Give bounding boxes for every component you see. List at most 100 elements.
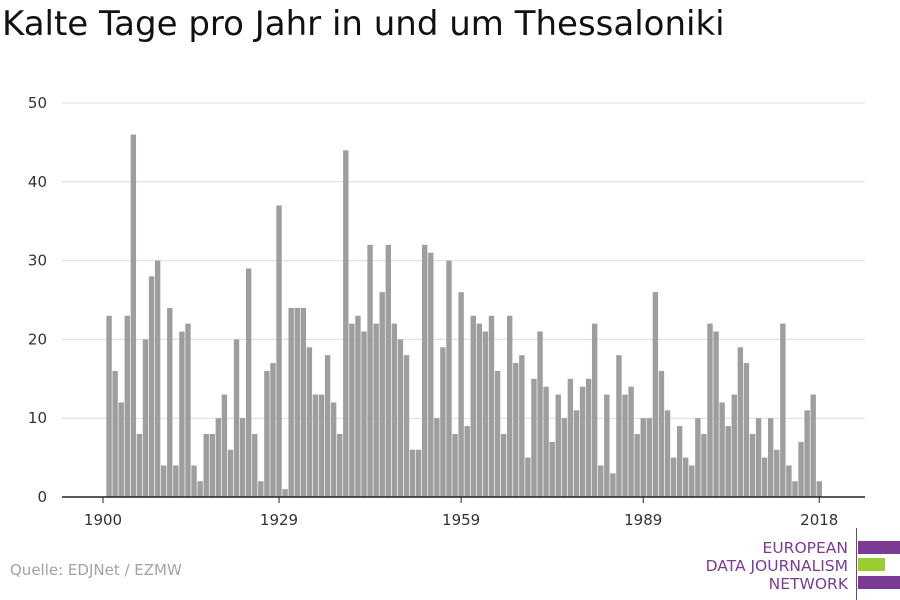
bar-1912 <box>173 465 179 497</box>
bar-1938 <box>330 402 337 497</box>
bar-1996 <box>683 457 689 497</box>
bar-2017 <box>810 394 816 497</box>
bar-2018 <box>816 481 822 497</box>
bar-1911 <box>167 307 173 497</box>
x-tick-label: 2018 <box>800 511 838 529</box>
bar-1905 <box>130 134 137 497</box>
logo-bar-green <box>858 558 885 571</box>
y-tick-label: 10 <box>28 409 47 427</box>
bar-1947 <box>385 244 391 497</box>
bar-1950 <box>403 355 410 497</box>
y-tick-labels: 0 10 20 30 40 50 <box>28 94 47 506</box>
bar-1989 <box>640 418 646 497</box>
x-tick-label: 1929 <box>260 511 298 529</box>
bar-1904 <box>124 315 130 497</box>
bar-1932 <box>294 307 300 497</box>
bar-1924 <box>245 268 252 497</box>
bar-1964 <box>488 315 495 497</box>
bar-1953 <box>422 244 428 497</box>
logo-line-1: EUROPEAN <box>762 539 848 557</box>
bar-1925 <box>252 433 258 497</box>
bar-1902 <box>112 370 118 497</box>
y-tick-label: 30 <box>28 252 47 270</box>
bar-1974 <box>549 441 555 497</box>
logo-line-3: NETWORK <box>768 575 848 593</box>
bar-1997 <box>689 465 695 497</box>
bar-1983 <box>604 394 610 497</box>
bar-1952 <box>415 449 422 497</box>
bar-1913 <box>179 331 185 497</box>
bar-1986 <box>622 394 628 497</box>
logo-line-2: DATA JOURNALISM <box>705 557 848 575</box>
bar-1998 <box>695 418 701 497</box>
bar-1971 <box>531 378 537 497</box>
bar-1930 <box>282 489 288 497</box>
bar-1907 <box>142 339 149 497</box>
y-tick-label: 50 <box>28 94 47 112</box>
bar-1988 <box>634 433 640 497</box>
bar-1922 <box>233 339 240 497</box>
bar-1920 <box>221 394 228 497</box>
x-tick-labels: 1900 1929 1959 1989 2018 <box>84 497 838 529</box>
bar-1990 <box>646 418 652 497</box>
bar-1927 <box>264 370 270 497</box>
bar-1901 <box>106 315 112 497</box>
logo-divider <box>856 528 857 600</box>
bar-1903 <box>118 402 124 497</box>
bar-1946 <box>379 292 385 497</box>
bar-1910 <box>161 465 167 497</box>
bar-2000 <box>707 323 713 497</box>
bar-2008 <box>755 418 762 497</box>
bar-2002 <box>719 402 725 497</box>
y-tick-label: 0 <box>37 488 47 506</box>
bar-1931 <box>288 307 294 497</box>
bar-1937 <box>324 355 331 497</box>
bar-1936 <box>318 394 325 497</box>
bar-1992 <box>658 370 665 497</box>
bar-1929 <box>276 205 282 497</box>
y-tick-label: 40 <box>28 173 47 191</box>
bar-1928 <box>270 363 276 497</box>
bar-1978 <box>573 410 580 497</box>
bar-1972 <box>537 331 543 497</box>
bar-1980 <box>585 378 592 497</box>
bar-2012 <box>780 323 786 497</box>
bar-1940 <box>343 150 349 497</box>
bar-1965 <box>494 370 501 497</box>
bar-2010 <box>768 418 774 497</box>
bar-1919 <box>215 418 222 497</box>
bar-2011 <box>774 449 780 497</box>
bar-1956 <box>440 347 446 497</box>
bar-1975 <box>555 394 561 497</box>
bar-1945 <box>373 323 379 497</box>
bar-1948 <box>391 323 398 497</box>
bar-1969 <box>519 355 525 497</box>
bar-1967 <box>506 315 513 497</box>
bar-1926 <box>258 481 264 497</box>
x-tick-label: 1959 <box>442 511 480 529</box>
bar-1976 <box>561 418 568 497</box>
bar-1921 <box>227 449 234 497</box>
bar-1909 <box>154 260 161 497</box>
bar-1991 <box>652 292 659 497</box>
bar-1995 <box>676 426 683 497</box>
bar-1943 <box>361 331 367 497</box>
logo-bar-purple-top <box>858 541 900 554</box>
bar-1944 <box>367 244 373 497</box>
bar-1958 <box>452 433 458 497</box>
bar-2009 <box>761 457 768 497</box>
bars <box>106 134 822 497</box>
bar-1951 <box>409 449 416 497</box>
bar-1966 <box>500 433 507 497</box>
bar-1982 <box>598 465 604 497</box>
bar-2003 <box>725 426 731 497</box>
bar-1916 <box>197 481 203 497</box>
bar-2015 <box>798 441 804 497</box>
edjnet-logo[interactable]: EUROPEAN DATA JOURNALISM NETWORK <box>700 528 900 600</box>
y-tick-label: 20 <box>28 330 47 348</box>
bar-1999 <box>701 433 707 497</box>
bar-1961 <box>470 315 476 497</box>
bar-1923 <box>239 418 246 497</box>
bar-chart: 0 10 20 30 40 50 1900 1929 1959 1989 2018 <box>28 94 865 529</box>
bar-1949 <box>397 339 404 497</box>
